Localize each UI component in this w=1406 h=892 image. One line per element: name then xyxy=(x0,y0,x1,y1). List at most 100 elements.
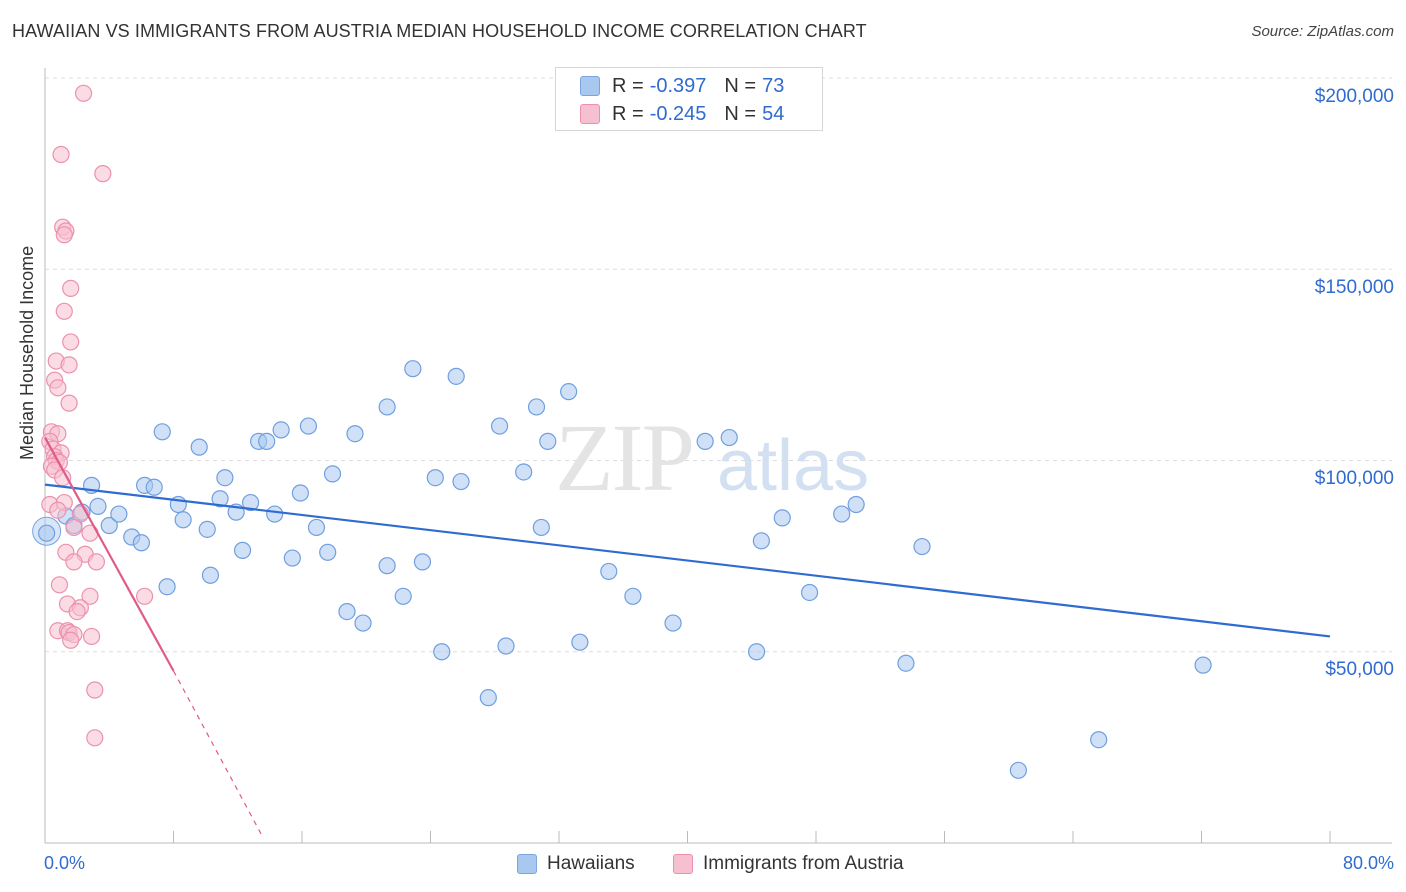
data-point xyxy=(135,587,154,605)
data-point xyxy=(338,602,356,621)
data-point xyxy=(49,379,67,397)
data-point xyxy=(490,417,509,435)
x-tick-label-min: 0.0% xyxy=(44,853,86,873)
data-point xyxy=(299,417,318,435)
bottom-legend-label-austria: Immigrants from Austria xyxy=(703,853,904,874)
data-point xyxy=(100,516,118,535)
data-point xyxy=(55,226,73,244)
data-point xyxy=(532,518,550,537)
legend-row-austria: R = -0.245 N = 54 xyxy=(580,101,784,127)
y-tick-label: $200,000 xyxy=(1314,86,1394,107)
data-point xyxy=(404,360,422,378)
data-point xyxy=(86,729,104,747)
trend-lines xyxy=(44,437,1331,836)
data-point xyxy=(216,469,234,487)
data-point xyxy=(847,495,865,514)
bottom-legend-swatch-austria xyxy=(673,854,693,874)
data-point xyxy=(747,643,766,661)
data-point xyxy=(62,631,80,649)
legend-n-label: N = xyxy=(724,102,757,125)
data-point xyxy=(190,438,208,456)
chart-title: HAWAIIAN VS IMMIGRANTS FROM AUSTRIA MEDI… xyxy=(12,21,867,41)
data-point xyxy=(60,394,78,412)
data-point xyxy=(89,497,107,515)
data-point xyxy=(283,549,301,567)
data-point xyxy=(378,557,396,575)
data-point xyxy=(65,553,83,571)
data-point xyxy=(60,356,78,374)
data-point xyxy=(624,587,642,605)
data-point xyxy=(82,627,101,646)
source-label: Source: ZipAtlas.com xyxy=(1251,23,1394,40)
data-point xyxy=(110,505,128,523)
data-point xyxy=(497,637,515,655)
data-point xyxy=(86,681,104,699)
data-point xyxy=(50,576,69,594)
grid-lines xyxy=(45,77,1392,653)
data-point xyxy=(600,562,618,581)
data-point xyxy=(452,472,470,491)
data-point xyxy=(94,165,112,183)
data-point xyxy=(1194,656,1212,674)
data-point xyxy=(132,534,150,552)
data-point xyxy=(1090,731,1108,749)
y-tick-label: $100,000 xyxy=(1314,468,1394,489)
watermark-zip: ZIP xyxy=(555,404,693,511)
data-point xyxy=(447,367,465,385)
data-point xyxy=(560,383,578,401)
data-point xyxy=(527,398,546,416)
bottom-legend-austria: Immigrants from Austria xyxy=(673,852,904,876)
trend-line-austria xyxy=(44,437,175,672)
data-point xyxy=(354,614,372,632)
data-point xyxy=(696,432,714,450)
data-point xyxy=(515,463,533,481)
data-point xyxy=(52,145,70,164)
data-point xyxy=(752,532,770,550)
data-point xyxy=(413,553,432,571)
data-point xyxy=(258,432,276,450)
y-axis-label: Median Household Income xyxy=(17,245,37,460)
data-point xyxy=(266,505,284,523)
legend-r-value: -0.245 xyxy=(649,102,707,125)
legend-r-label: R = xyxy=(612,74,644,97)
data-point xyxy=(307,518,326,537)
data-point xyxy=(62,279,80,297)
data-point xyxy=(433,643,451,661)
data-point xyxy=(65,518,83,537)
data-point xyxy=(323,465,342,483)
data-point xyxy=(479,689,497,707)
data-point xyxy=(720,428,738,447)
data-point xyxy=(74,84,93,102)
data-point xyxy=(773,509,791,527)
data-point xyxy=(62,333,80,351)
legend-n-value: 73 xyxy=(762,74,785,97)
data-point xyxy=(153,423,171,441)
data-point xyxy=(49,501,67,519)
data-point xyxy=(291,484,309,502)
data-point xyxy=(38,524,56,542)
legend-swatch-austria xyxy=(580,104,600,124)
data-point xyxy=(913,537,931,556)
data-point xyxy=(539,432,557,450)
legend-swatch-hawaiians xyxy=(580,76,600,96)
watermark-atlas: atlas xyxy=(717,426,869,506)
x-tick-label-max: 80.0% xyxy=(1342,853,1394,873)
bottom-legend-swatch-hawaiians xyxy=(517,854,537,874)
data-point xyxy=(233,541,252,559)
legend-n-label: N = xyxy=(724,74,757,97)
trend-line-austria-extrapolated xyxy=(172,670,263,836)
data-point xyxy=(664,614,682,632)
data-point xyxy=(87,553,106,571)
data-point xyxy=(319,543,337,561)
data-point xyxy=(426,469,444,487)
bottom-legend-hawaiians: Hawaiians xyxy=(517,852,635,876)
data-point xyxy=(145,478,163,496)
data-point xyxy=(833,505,851,523)
trend-line-hawaiians xyxy=(44,483,1331,638)
data-point xyxy=(174,511,192,529)
data-point xyxy=(571,633,589,651)
data-point xyxy=(211,490,229,508)
data-point xyxy=(198,520,216,538)
axes xyxy=(44,68,1392,844)
